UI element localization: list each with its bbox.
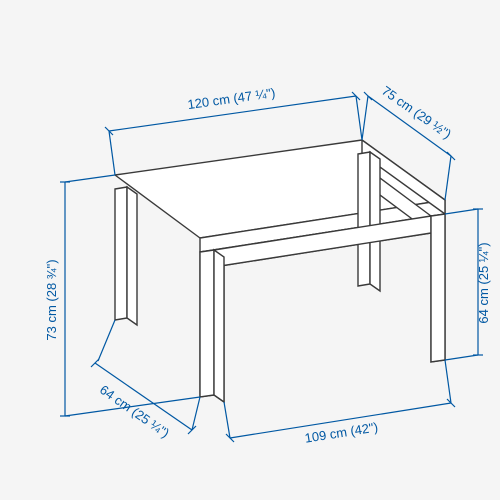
- dim-length-top: 120 cm (47 ¼"): [187, 85, 277, 112]
- dim-height-right: 64 cm (25 ¼"): [476, 242, 491, 323]
- leg-back-left: [115, 187, 137, 325]
- dim-length-bottom-right: 109 cm (42"): [304, 419, 379, 445]
- leg-back-right: [358, 152, 380, 291]
- table-dimension-diagram: 120 cm (47 ¼") 75 cm (29 ½") 73 cm (28 ¾…: [0, 0, 500, 500]
- dimension-labels: 120 cm (47 ¼") 75 cm (29 ½") 73 cm (28 ¾…: [44, 83, 491, 446]
- dim-height-left: 73 cm (28 ¾"): [44, 259, 59, 340]
